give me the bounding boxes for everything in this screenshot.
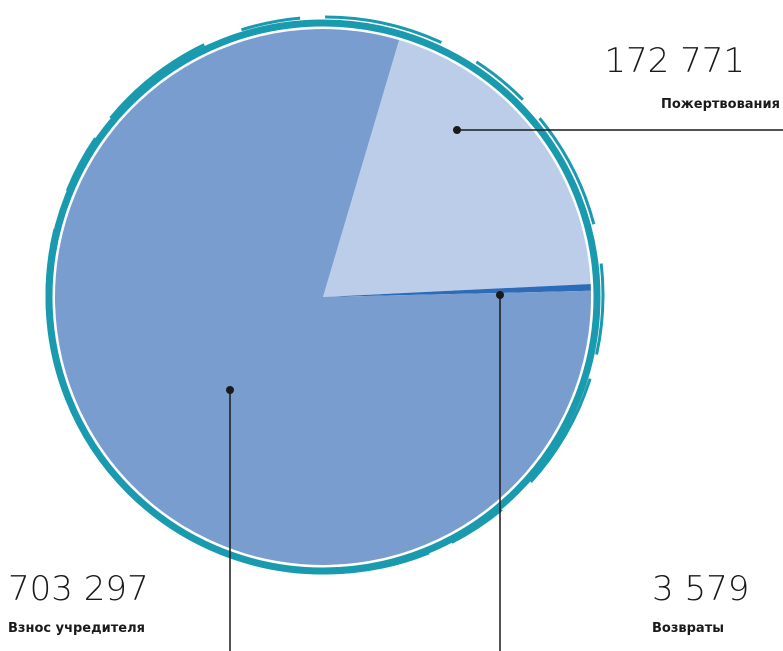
category-label: Взнос учредителя [8, 621, 145, 636]
decorative-ring [45, 15, 605, 575]
leader-dot [496, 291, 504, 299]
value-label: 703 297 [8, 569, 149, 609]
leader-dot [453, 126, 461, 134]
value-label: 3 579 [652, 569, 749, 609]
pie-slice [55, 28, 592, 566]
category-label: Пожертвования [661, 97, 780, 112]
category-label: Возвраты [652, 621, 724, 636]
leader-dot [226, 386, 234, 394]
pie-slice [323, 40, 591, 297]
value-label: 172 771 [604, 41, 745, 81]
pie-slice [323, 283, 591, 297]
